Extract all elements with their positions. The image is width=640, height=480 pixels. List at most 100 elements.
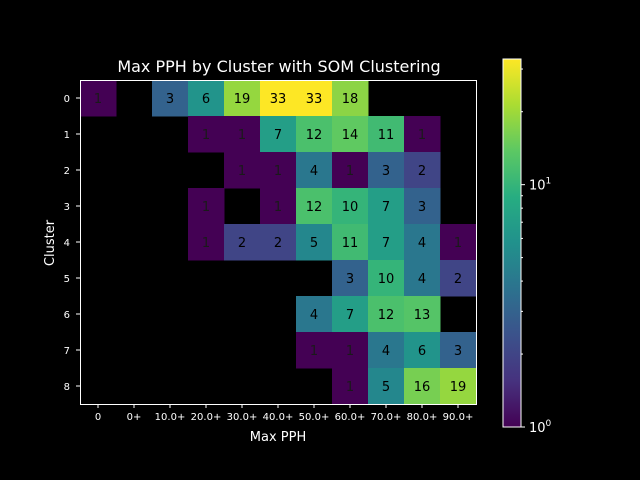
heatmap-cell xyxy=(440,368,477,405)
heatmap-cell xyxy=(260,152,297,189)
heatmap-cell xyxy=(404,332,441,369)
cell-value-label: 4 xyxy=(418,272,426,287)
heatmap-cell xyxy=(296,188,333,225)
heatmap-cell xyxy=(260,188,297,225)
cell-value-label: 33 xyxy=(306,92,323,107)
heatmap-cell xyxy=(296,224,333,261)
heatmap-cell xyxy=(332,224,369,261)
heatmap-cell xyxy=(404,368,441,405)
y-tick-label: 0 xyxy=(64,94,70,105)
cell-value-label: 14 xyxy=(342,128,359,143)
cell-value-label: 1 xyxy=(238,128,246,143)
heatmap-cell xyxy=(404,188,441,225)
cell-value-label: 18 xyxy=(342,92,359,107)
heatmap-cell xyxy=(404,116,441,153)
cell-value-label: 1 xyxy=(346,344,354,359)
heatmap-cell xyxy=(260,80,297,117)
y-tick-label: 6 xyxy=(64,310,70,321)
heatmap-cell xyxy=(332,260,369,297)
cell-value-label: 4 xyxy=(310,308,318,323)
heatmap-cell xyxy=(368,368,405,405)
y-tick-label: 1 xyxy=(64,130,70,141)
cell-value-label: 3 xyxy=(454,344,462,359)
cell-value-label: 3 xyxy=(382,164,390,179)
cell-value-label: 11 xyxy=(342,236,359,251)
colorbar-tick-label: 101 xyxy=(529,177,551,194)
heatmap-cell xyxy=(332,80,369,117)
cell-value-label: 2 xyxy=(238,236,246,251)
heatmap-cell xyxy=(368,116,405,153)
heatmap-cell xyxy=(440,224,477,261)
heatmap-cell xyxy=(224,224,261,261)
cell-value-label: 10 xyxy=(342,200,359,215)
heatmap-cell xyxy=(404,224,441,261)
cell-value-label: 12 xyxy=(306,200,323,215)
heatmap-cell xyxy=(404,296,441,333)
heatmap-cell xyxy=(440,260,477,297)
heatmap-cell xyxy=(368,224,405,261)
cell-value-label: 1 xyxy=(418,128,426,143)
y-axis-ticks: 0 1 2 3 4 5 6 7 8 xyxy=(64,94,80,393)
cell-value-label: 7 xyxy=(382,236,390,251)
cell-value-label: 5 xyxy=(310,236,318,251)
heatmap-cell xyxy=(224,116,261,153)
x-axis-ticks: 0 0+ 10.0+ 20.0+ 30.0+ 40.0+ 50.0+ 60.0+ 70.0+ 80… xyxy=(95,404,473,423)
cell-value-label: 6 xyxy=(418,344,426,359)
heatmap-cell xyxy=(404,260,441,297)
heatmap-cell xyxy=(332,116,369,153)
cell-value-label: 1 xyxy=(94,92,102,107)
heatmap-cell xyxy=(368,332,405,369)
x-tick-label: 80.0+ xyxy=(407,412,438,423)
cell-value-label: 7 xyxy=(382,200,390,215)
y-axis-label: Cluster xyxy=(43,219,58,266)
cell-value-label: 11 xyxy=(378,128,395,143)
cell-value-label: 1 xyxy=(202,128,210,143)
cell-value-label: 1 xyxy=(238,164,246,179)
x-tick-label: 30.0+ xyxy=(227,412,258,423)
cell-value-label: 1 xyxy=(346,380,354,395)
heatmap-cell xyxy=(332,368,369,405)
x-tick-label: 50.0+ xyxy=(299,412,330,423)
y-tick-label: 2 xyxy=(64,166,70,177)
heatmap-cell xyxy=(188,188,225,225)
x-tick-label: 20.0+ xyxy=(191,412,222,423)
heatmap-cell xyxy=(368,152,405,189)
cell-value-label: 3 xyxy=(418,200,426,215)
heatmap-cell xyxy=(260,116,297,153)
cell-value-label: 13 xyxy=(414,308,431,323)
heatmap-cell xyxy=(440,332,477,369)
heatmap-cell xyxy=(296,152,333,189)
cell-value-label: 19 xyxy=(234,92,251,107)
heatmap-cell xyxy=(296,80,333,117)
x-axis-label: Max PPH xyxy=(250,430,306,445)
y-tick-label: 5 xyxy=(64,274,70,285)
cell-value-label: 1 xyxy=(274,200,282,215)
heatmap-cell xyxy=(260,224,297,261)
heatmap-cell xyxy=(80,80,117,117)
cell-value-label: 7 xyxy=(274,128,282,143)
heatmap-cell xyxy=(368,188,405,225)
heatmap-cell xyxy=(188,80,225,117)
colorbar-ticks: 100 101 xyxy=(521,68,552,436)
heatmap-cell xyxy=(296,116,333,153)
heatmap-cell xyxy=(332,152,369,189)
colorbar-tick-label: 100 xyxy=(529,419,552,436)
heatmap-cell xyxy=(404,152,441,189)
cell-value-label: 16 xyxy=(414,380,431,395)
cell-value-label: 4 xyxy=(382,344,390,359)
y-tick-label: 7 xyxy=(64,346,70,357)
heatmap-cell xyxy=(332,188,369,225)
cell-value-label: 1 xyxy=(454,236,462,251)
cell-value-label: 12 xyxy=(378,308,395,323)
heatmap-cell xyxy=(296,296,333,333)
y-tick-label: 8 xyxy=(64,382,70,393)
heatmap-cell xyxy=(332,296,369,333)
x-tick-label: 60.0+ xyxy=(335,412,366,423)
cell-value-label: 1 xyxy=(310,344,318,359)
cell-value-label: 2 xyxy=(454,272,462,287)
colorbar xyxy=(502,58,522,428)
cell-value-label: 1 xyxy=(202,236,210,251)
x-tick-label: 0+ xyxy=(127,412,142,423)
cell-value-label: 1 xyxy=(274,164,282,179)
